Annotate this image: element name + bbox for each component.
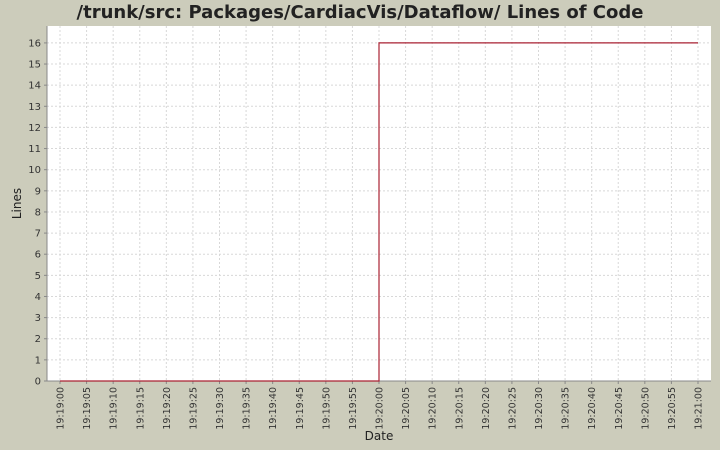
y-axis-title: Lines	[10, 188, 24, 219]
y-tick-label: 4	[35, 292, 41, 303]
x-tick-label: 19:19:50	[321, 387, 332, 430]
y-tick-label: 11	[28, 144, 41, 155]
x-tick-label: 19:20:25	[507, 387, 518, 430]
x-tick-label: 19:21:00	[694, 387, 705, 430]
x-tick-label: 19:19:00	[56, 387, 67, 430]
x-tick-label: 19:19:45	[295, 387, 306, 430]
x-tick-label: 19:20:10	[428, 387, 439, 430]
y-tick-label: 9	[35, 186, 41, 197]
x-tick-label: 19:20:50	[640, 387, 651, 430]
y-tick-label: 3	[35, 313, 41, 324]
y-tick-label: 10	[28, 165, 41, 176]
series-line	[60, 42, 698, 382]
y-tick-label: 0	[35, 377, 41, 388]
x-tick-label: 19:20:35	[561, 387, 572, 430]
x-tick-label: 19:20:05	[401, 387, 412, 430]
y-tick-label: 14	[28, 81, 41, 92]
x-tick-label: 19:19:10	[109, 387, 120, 430]
x-tick-label: 19:20:00	[375, 387, 386, 430]
y-tick-label: 8	[35, 207, 41, 218]
x-tick-label: 19:20:40	[587, 387, 598, 430]
x-axis-title: Date	[365, 429, 394, 443]
x-tick-label: 19:20:20	[481, 387, 492, 430]
x-tick-label: 19:19:30	[215, 387, 226, 430]
y-tick-label: 13	[28, 102, 41, 113]
y-tick-label: 2	[35, 334, 41, 345]
x-tick-label: 19:20:15	[454, 387, 465, 430]
x-tick-label: 19:19:40	[268, 387, 279, 430]
y-tick-label: 6	[35, 250, 41, 261]
x-tick-label: 19:20:55	[667, 387, 678, 430]
x-tick-label: 19:19:25	[188, 387, 199, 430]
x-tick-label: 19:19:05	[82, 387, 93, 430]
x-tick-label: 19:19:55	[348, 387, 359, 430]
y-tick-label: 5	[35, 271, 41, 282]
y-tick-label: 12	[28, 123, 41, 134]
y-tick-label: 16	[28, 38, 41, 49]
x-tick-label: 19:20:30	[534, 387, 545, 430]
x-tick-label: 19:20:45	[614, 387, 625, 430]
y-tick-label: 15	[28, 60, 41, 71]
x-tick-label: 19:19:15	[135, 387, 146, 430]
y-tick-label: 1	[35, 355, 41, 366]
x-tick-label: 19:19:35	[242, 387, 253, 430]
chart-title: /trunk/src: Packages/CardiacVis/Dataflow…	[76, 2, 644, 23]
x-tick-label: 19:19:20	[162, 387, 173, 430]
y-tick-label: 7	[35, 229, 41, 240]
